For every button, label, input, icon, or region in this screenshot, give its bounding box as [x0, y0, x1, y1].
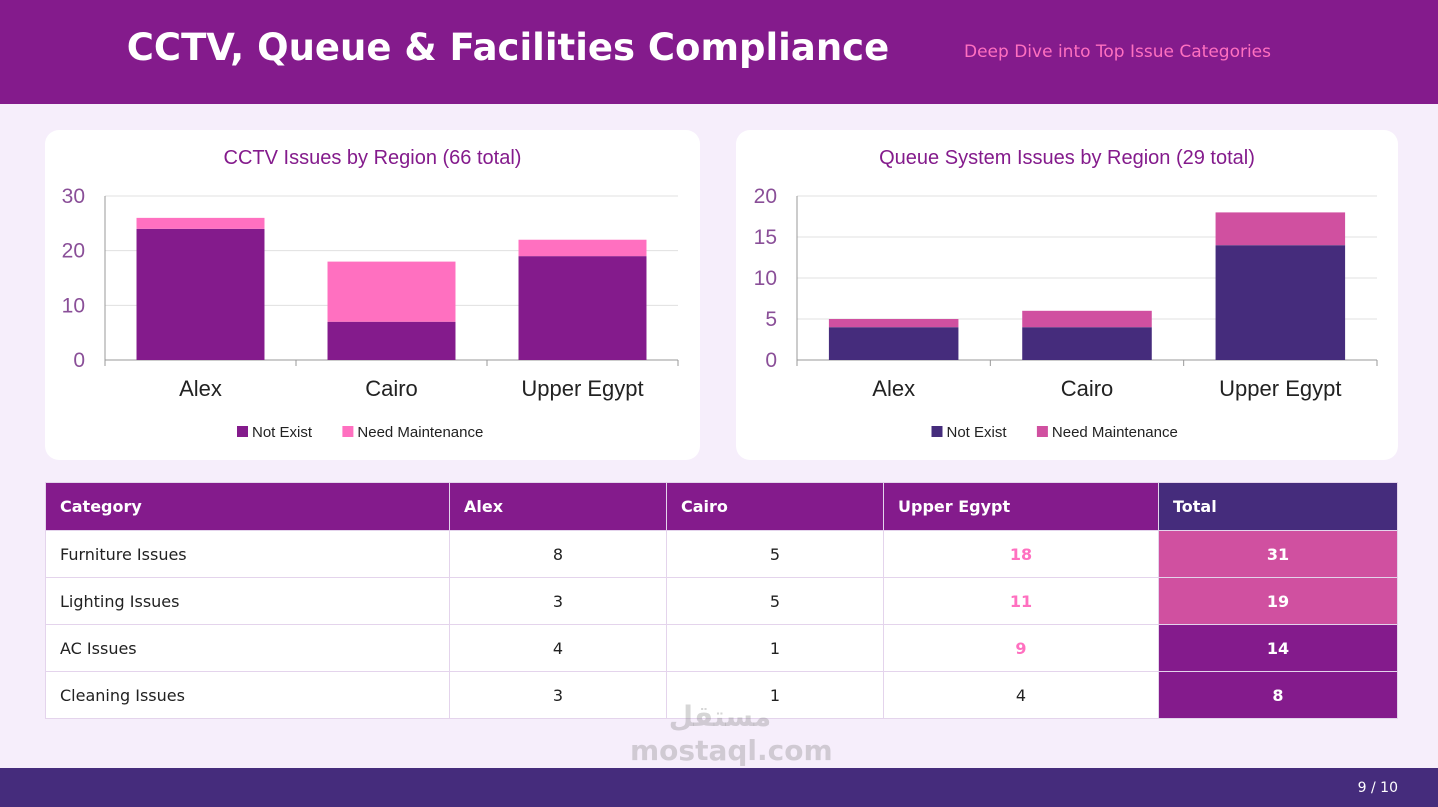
- y-tick-label: 0: [73, 349, 85, 372]
- x-tick-label: Cairo: [365, 376, 418, 401]
- column-header: Cairo: [666, 482, 884, 531]
- chart: CCTV Issues by Region (66 total) 0 10 20 30 A…: [62, 147, 679, 441]
- cell: 4: [883, 671, 1159, 719]
- y-tick-label: 0: [765, 349, 777, 372]
- legend-label: Not Exist: [947, 424, 1008, 441]
- cell: 9: [883, 624, 1159, 672]
- y-tick-label: 5: [765, 308, 777, 331]
- cell: 18: [883, 530, 1159, 578]
- cell: 5: [666, 530, 884, 578]
- page-number: 9 / 10: [1357, 780, 1398, 796]
- cell: 14: [1158, 624, 1398, 672]
- x-tick-label: Alex: [179, 376, 222, 401]
- table-row: Furniture Issues 8 5 18 31: [45, 530, 1398, 578]
- bar-segment: [828, 327, 959, 360]
- cell: 8: [449, 530, 667, 578]
- cell: 31: [1158, 530, 1398, 578]
- watermark-site: mostaql.com: [630, 734, 833, 767]
- footer: 9 / 10: [0, 768, 1438, 807]
- table-header: Category Alex Cairo Upper Egypt Total: [45, 482, 1398, 531]
- legend-swatch: [1036, 426, 1048, 437]
- cell: 1: [666, 624, 884, 672]
- bar-segment: [1215, 212, 1346, 246]
- bar-segment: [518, 239, 647, 257]
- y-tick-label: 10: [62, 294, 85, 317]
- cell: Cleaning Issues: [45, 671, 450, 719]
- column-header: Total: [1158, 482, 1398, 531]
- chart-card: CCTV Issues by Region (66 total) 0 10 20 30 A…: [45, 130, 700, 460]
- chart-card: Queue System Issues by Region (29 total)…: [736, 130, 1398, 460]
- page-subtitle: Deep Dive into Top Issue Categories: [964, 42, 1271, 62]
- legend-swatch: [342, 426, 354, 437]
- watermark: مستقل mostaql.com: [630, 700, 833, 768]
- bar-segment: [136, 228, 265, 360]
- cell: AC Issues: [45, 624, 450, 672]
- legend-label: Need Maintenance: [1052, 424, 1178, 441]
- cell: Furniture Issues: [45, 530, 450, 578]
- table-row: AC Issues 4 1 9 14: [45, 624, 1398, 672]
- cell: 5: [666, 577, 884, 625]
- legend-swatch: [237, 426, 248, 437]
- cell: 4: [449, 624, 667, 672]
- cell: 3: [449, 671, 667, 719]
- bar-segment: [327, 321, 456, 360]
- data-table: Category Alex Cairo Upper Egypt Total Fu…: [45, 482, 1398, 719]
- y-tick-label: 15: [754, 226, 777, 249]
- bar-segment: [518, 256, 647, 360]
- bar-segment: [1022, 310, 1152, 328]
- chart: Queue System Issues by Region (29 total)…: [754, 147, 1378, 441]
- y-tick-label: 20: [754, 185, 777, 208]
- cell: 8: [1158, 671, 1398, 719]
- legend-label: Not Exist: [252, 424, 313, 441]
- bar-segment: [327, 261, 456, 322]
- cell: 1: [666, 671, 884, 719]
- table-row: Cleaning Issues 3 1 4 8: [45, 671, 1398, 719]
- bar-segment: [1022, 327, 1152, 360]
- x-tick-label: Upper Egypt: [521, 376, 643, 401]
- bar-segment: [828, 319, 959, 328]
- y-tick-label: 30: [62, 185, 85, 208]
- cell: 3: [449, 577, 667, 625]
- legend-swatch: [931, 426, 943, 437]
- cell: 11: [883, 577, 1159, 625]
- legend-label: Need Maintenance: [357, 424, 483, 441]
- bar-segment: [1215, 245, 1346, 360]
- y-tick-label: 10: [754, 267, 777, 290]
- table-row: Lighting Issues 3 5 11 19: [45, 577, 1398, 625]
- watermark-logo: مستقل: [668, 700, 772, 733]
- y-tick-label: 20: [62, 240, 85, 263]
- chart-title: Queue System Issues by Region (29 total): [879, 147, 1255, 169]
- column-header: Alex: [449, 482, 667, 531]
- bar-segment: [136, 217, 265, 229]
- column-header: Category: [45, 482, 450, 531]
- page-title: CCTV, Queue & Facilities Compliance: [126, 26, 890, 69]
- cell: 19: [1158, 577, 1398, 625]
- x-tick-label: Alex: [872, 376, 915, 401]
- cell: Lighting Issues: [45, 577, 450, 625]
- x-tick-label: Cairo: [1061, 376, 1114, 401]
- header: CCTV, Queue & Facilities Compliance Deep…: [0, 0, 1438, 104]
- x-tick-label: Upper Egypt: [1219, 376, 1341, 401]
- chart-title: CCTV Issues by Region (66 total): [224, 147, 522, 169]
- column-header: Upper Egypt: [883, 482, 1159, 531]
